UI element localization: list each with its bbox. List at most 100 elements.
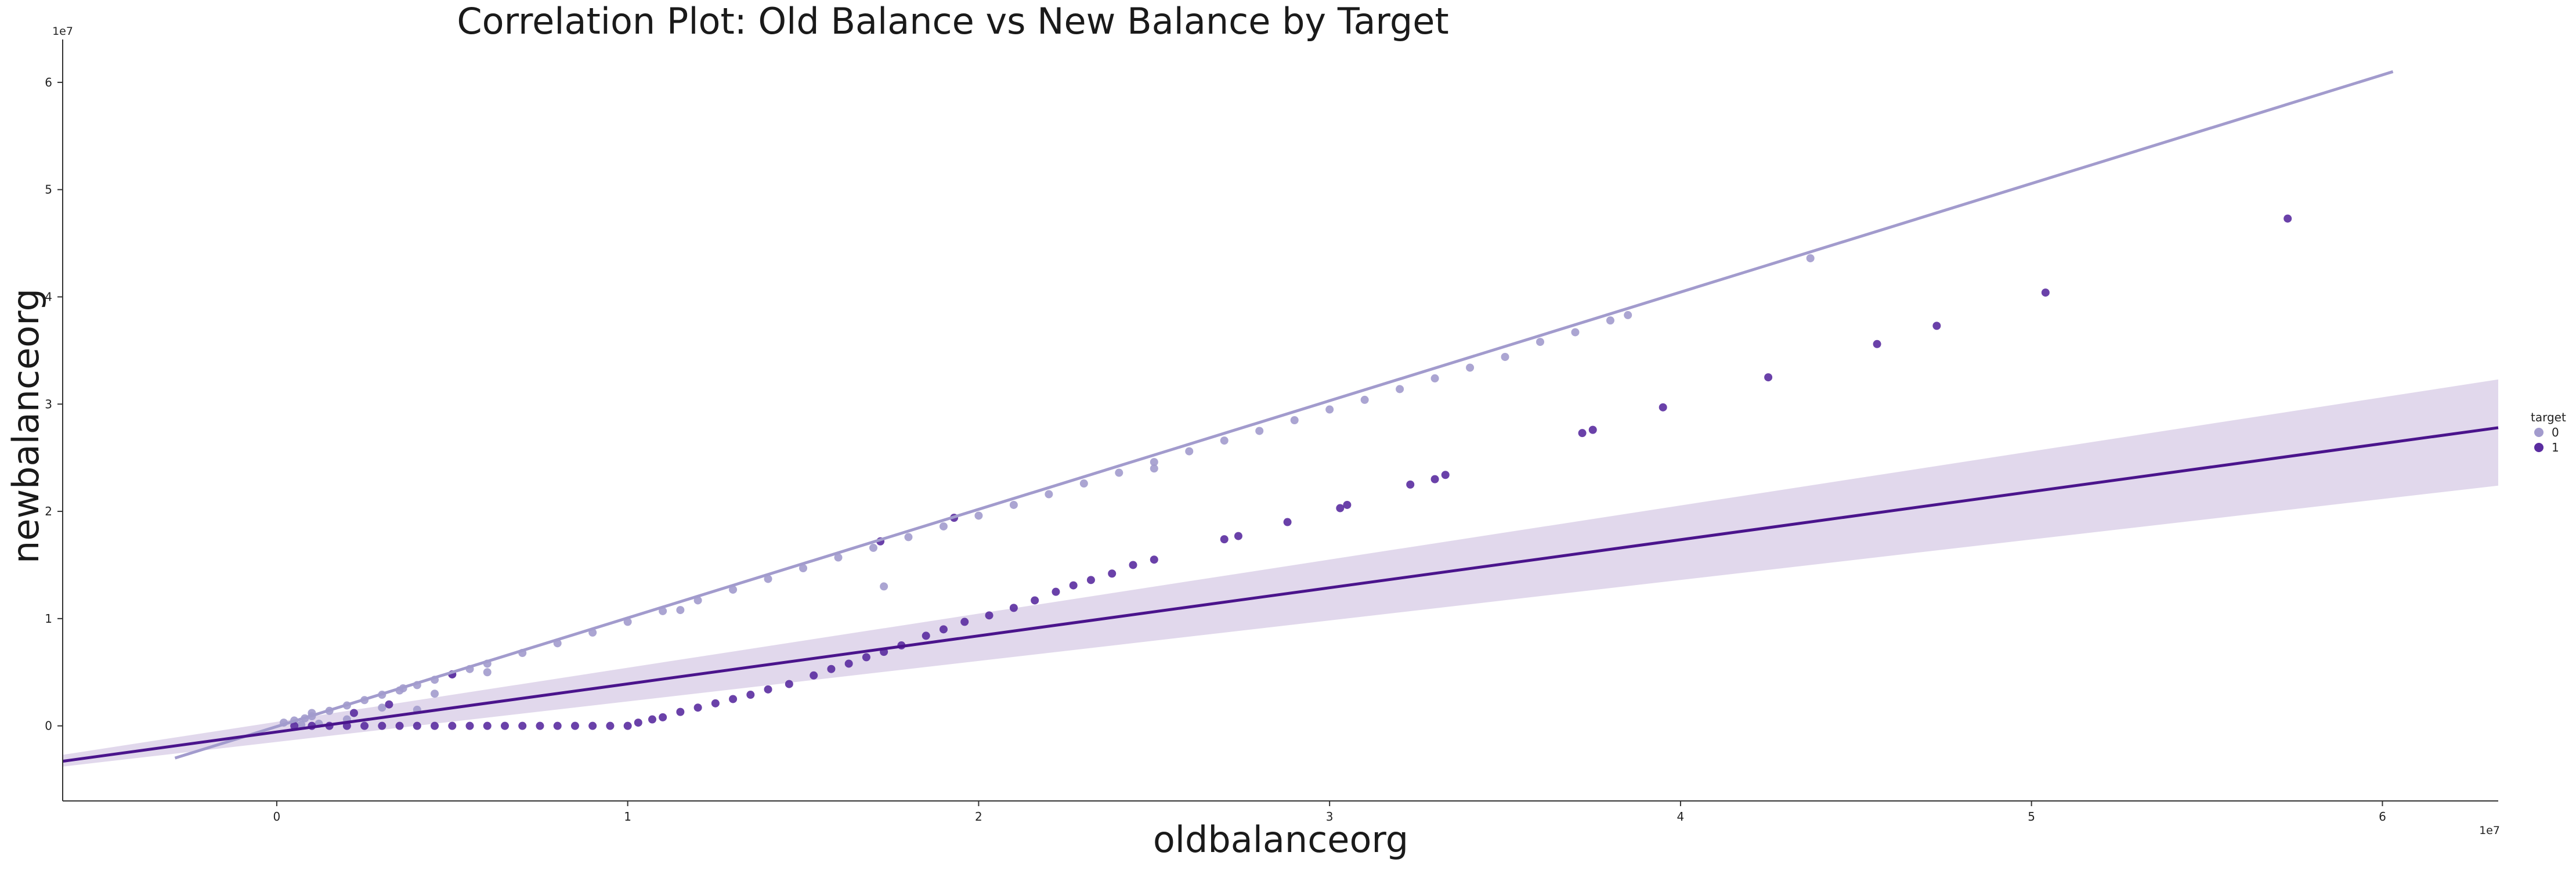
data-point-series-1 [1430, 475, 1439, 483]
legend: target 0 1 [2531, 410, 2566, 454]
x-axis-ticks: 0 1 2 3 4 5 6 [273, 801, 2386, 824]
data-point-series-1 [360, 721, 369, 730]
data-point-series-0 [764, 575, 772, 583]
confidence-band-layer [63, 379, 2498, 767]
x-tick-label: 4 [1677, 810, 1685, 824]
data-point-series-1 [465, 721, 474, 730]
data-point-series-1 [1234, 532, 1242, 540]
data-point-series-1 [1108, 569, 1117, 578]
data-point-series-0 [799, 564, 808, 573]
legend-marker-0 [2534, 428, 2544, 437]
data-point-series-0 [834, 553, 843, 562]
data-point-series-0 [1606, 316, 1614, 325]
data-point-series-0 [1290, 416, 1299, 424]
x-axis-label: oldbalanceorg [1153, 818, 1408, 861]
data-point-series-1 [1336, 504, 1345, 512]
x-tick-label: 3 [1326, 810, 1334, 824]
data-point-series-0 [483, 668, 492, 677]
data-point-series-0 [869, 543, 877, 552]
data-point-series-1 [448, 721, 457, 730]
data-point-series-1 [431, 721, 439, 730]
data-point-series-1 [764, 685, 772, 694]
data-point-series-1 [676, 707, 685, 716]
data-point-series-0 [880, 582, 888, 591]
y-axis-offset-label: 1e7 [52, 25, 73, 38]
data-point-series-1 [553, 721, 562, 730]
data-point-series-1 [1086, 576, 1095, 584]
data-point-series-1 [483, 721, 492, 730]
data-point-series-0 [1220, 436, 1229, 445]
y-tick-label: 5 [45, 183, 52, 197]
data-point-series-0 [1624, 311, 1632, 319]
data-point-series-0 [1185, 447, 1194, 456]
regression-line-series-1 [62, 426, 2499, 763]
chart-title: Correlation Plot: Old Balance vs New Bal… [457, 0, 1448, 42]
data-point-series-0 [1396, 385, 1404, 394]
data-point-series-0 [378, 703, 386, 712]
data-point-series-1 [693, 703, 702, 712]
data-point-series-1 [1578, 429, 1587, 438]
data-point-series-0 [1009, 500, 1018, 509]
data-point-series-1 [1220, 535, 1229, 544]
confidence-band-series-1 [63, 379, 2498, 767]
data-point-series-1 [1343, 500, 1352, 509]
y-tick-label: 4 [45, 290, 52, 304]
data-point-series-1 [1069, 581, 1078, 590]
data-point-series-1 [648, 715, 656, 724]
data-point-series-1 [349, 709, 358, 717]
data-point-series-1 [623, 721, 632, 730]
data-point-series-1 [746, 691, 755, 699]
data-point-series-0 [1150, 464, 1158, 473]
data-point-series-0 [297, 720, 306, 729]
data-point-series-1 [2041, 288, 2050, 297]
y-axis-ticks: 0 1 2 3 4 5 6 [45, 75, 63, 733]
data-point-series-0 [1806, 254, 1815, 262]
data-point-series-1 [385, 700, 393, 709]
x-tick-label: 6 [2379, 810, 2386, 824]
data-point-series-1 [500, 721, 509, 730]
data-point-series-1 [1588, 425, 1597, 434]
data-point-series-1 [588, 721, 597, 730]
legend-label-0: 0 [2552, 425, 2559, 439]
regression-line-series-0 [174, 70, 2394, 760]
data-point-series-0 [1079, 479, 1088, 488]
data-point-series-1 [1764, 373, 1773, 382]
data-point-series-1 [378, 721, 386, 730]
data-point-series-1 [844, 659, 853, 668]
data-point-series-0 [431, 689, 439, 698]
data-point-series-0 [1466, 363, 1475, 372]
data-point-series-1 [862, 653, 870, 662]
data-point-series-0 [1325, 405, 1334, 414]
data-point-series-0 [939, 522, 948, 530]
data-point-series-0 [1115, 468, 1123, 477]
legend-title: target [2531, 410, 2566, 424]
data-point-series-1 [395, 721, 404, 730]
x-tick-label: 2 [975, 810, 982, 824]
plot-area [62, 70, 2499, 767]
legend-marker-1 [2534, 443, 2544, 452]
data-point-series-1 [1932, 322, 1941, 330]
y-tick-label: 0 [45, 719, 52, 733]
data-point-series-0 [1045, 490, 1053, 499]
data-point-series-1 [939, 625, 948, 634]
data-point-series-1 [922, 631, 930, 640]
x-tick-label: 5 [2028, 810, 2035, 824]
data-point-series-1 [810, 671, 818, 680]
data-point-series-0 [1501, 352, 1509, 361]
data-point-series-1 [606, 721, 615, 730]
data-point-series-1 [1009, 604, 1018, 612]
x-axis-offset-label: 1e7 [2479, 824, 2500, 837]
y-tick-label: 1 [45, 612, 52, 626]
data-point-series-1 [729, 695, 738, 703]
legend-label-1: 1 [2552, 441, 2559, 454]
data-point-series-0 [1571, 328, 1580, 337]
data-point-series-0 [1360, 395, 1369, 404]
data-point-series-0 [1536, 338, 1545, 346]
data-point-series-1 [785, 680, 793, 688]
data-point-series-1 [711, 699, 720, 707]
x-tick-label: 0 [273, 810, 281, 824]
data-point-series-0 [904, 533, 913, 542]
data-point-series-1 [413, 721, 421, 730]
data-point-series-0 [974, 511, 983, 520]
